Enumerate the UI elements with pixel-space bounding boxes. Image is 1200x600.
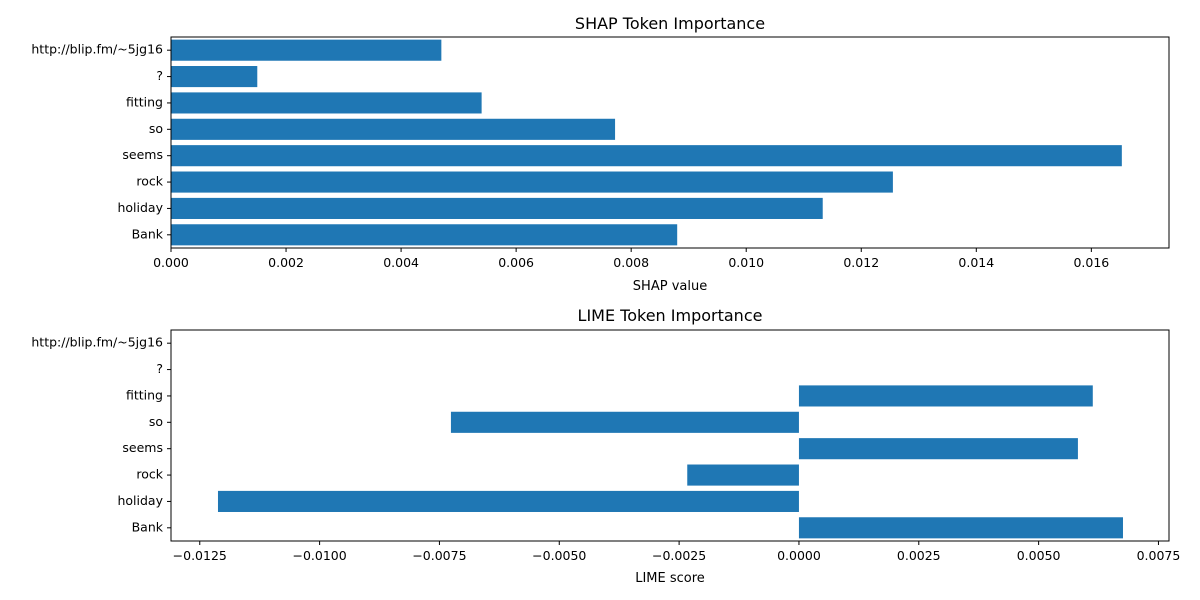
- shap-x-tick-label: 0.014: [958, 255, 994, 270]
- lime-y-tick-label: Bank: [132, 519, 164, 534]
- lime-x-axis: −0.0125 −0.0100 −0.0075 −0.0050 −0.0025 0.000…: [173, 541, 1181, 563]
- lime-y-axis: Bank holiday rock seems so fitting? http://bli…: [31, 335, 171, 534]
- shap-bar-rock: [171, 171, 893, 193]
- shap-y-tick-label: Bank: [132, 226, 164, 241]
- lime-y-tick-label: holiday: [117, 493, 163, 508]
- shap-y-tick-label: seems: [122, 147, 163, 162]
- shap-chart: SHAP Token Importance Bank holiday rock see…: [31, 14, 1170, 294]
- shap-y-tick-label: rock: [136, 174, 163, 189]
- shap-y-tick-label: http://blip.fm/~5jg16: [31, 42, 163, 57]
- lime-x-axis-label: LIME score: [635, 571, 705, 586]
- lime-x-tick-label: −0.0100: [292, 548, 346, 563]
- lime-x-tick-label: −0.0125: [173, 548, 227, 563]
- lime-y-tick-label: rock: [136, 467, 163, 482]
- lime-y-tick-label: http://blip.fm/~5jg16: [31, 335, 163, 350]
- lime-chart: LIME Token Importance Bank holiday rock see…: [31, 306, 1180, 586]
- shap-x-axis-label: SHAP value: [633, 279, 707, 294]
- lime-x-tick-label: −0.0050: [532, 548, 586, 563]
- lime-bar-rock: [687, 464, 799, 486]
- lime-bars: [217, 385, 1123, 539]
- lime-plot-frame: [170, 329, 1170, 542]
- shap-bars: [171, 39, 1122, 246]
- lime-bar-bank: [798, 517, 1123, 539]
- lime-x-tick-label: −0.0075: [412, 548, 466, 563]
- shap-x-tick-label: 0.016: [1073, 255, 1109, 270]
- shap-x-tick-label: 0.012: [843, 255, 879, 270]
- shap-bar-seems: [171, 145, 1122, 167]
- shap-plot-frame: [170, 36, 1170, 249]
- lime-y-tick-label: fitting: [126, 387, 163, 402]
- shap-x-tick-label: 0.000: [153, 255, 189, 270]
- shap-bar-question-mark: [171, 66, 258, 88]
- lime-y-tick-label: ?: [156, 361, 163, 376]
- shap-bar-so: [171, 118, 616, 140]
- shap-bar-fitting: [171, 92, 482, 114]
- shap-x-tick-label: 0.006: [498, 255, 534, 270]
- shap-y-axis: Bank holiday rock seems so fitting? http://bli…: [31, 42, 171, 241]
- shap-bar-bank: [171, 224, 678, 246]
- shap-x-axis: 0.000 0.002 0.004 0.006 0.008 0.010 0.012 0.014…: [153, 248, 1109, 270]
- lime-bar-so: [450, 411, 799, 433]
- lime-x-tick-label: −0.0025: [652, 548, 706, 563]
- lime-y-tick-label: so: [149, 414, 163, 429]
- lime-x-tick-label: 0.0075: [1137, 548, 1181, 563]
- lime-x-tick-label: 0.0050: [1017, 548, 1061, 563]
- lime-y-tick-label: seems: [122, 440, 163, 455]
- shap-y-tick-label: fitting: [126, 94, 163, 109]
- lime-bar-fitting: [798, 385, 1093, 407]
- shap-x-tick-label: 0.008: [613, 255, 649, 270]
- shap-y-tick-label: holiday: [117, 200, 163, 215]
- shap-bar-holiday: [171, 197, 823, 219]
- shap-x-tick-label: 0.004: [383, 255, 419, 270]
- lime-bar-seems: [798, 438, 1078, 460]
- shap-y-tick-label: ?: [156, 68, 163, 83]
- lime-x-tick-label: 0.0025: [897, 548, 941, 563]
- lime-x-tick-label: 0.0000: [777, 548, 821, 563]
- lime-chart-title: LIME Token Importance: [578, 306, 763, 325]
- shap-x-tick-label: 0.010: [728, 255, 764, 270]
- shap-bar-http-blip-fm-5jg16: [171, 39, 442, 61]
- shap-chart-title: SHAP Token Importance: [575, 14, 765, 33]
- shap-y-tick-label: so: [149, 121, 163, 136]
- lime-bar-holiday: [217, 490, 799, 512]
- shap-x-tick-label: 0.002: [268, 255, 304, 270]
